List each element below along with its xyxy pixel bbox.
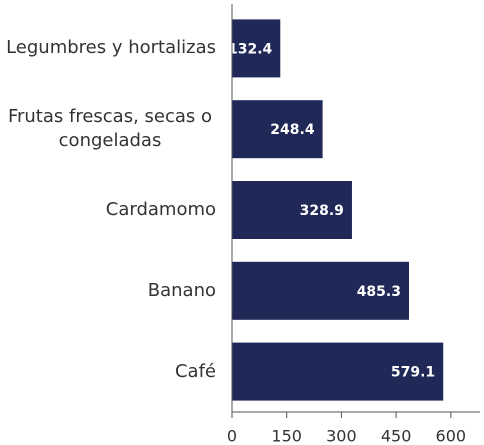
x-tick-label: 600 — [436, 427, 467, 445]
category-label-box: Legumbres y hortalizas — [4, 18, 216, 78]
x-tick-label: 450 — [381, 427, 412, 445]
category-label-box: Café — [4, 342, 216, 402]
value-label: 248.4 — [270, 122, 315, 138]
value-label: 132.4 — [228, 41, 273, 57]
bar — [232, 181, 352, 239]
bar — [232, 100, 323, 159]
value-label: 485.3 — [357, 284, 401, 300]
category-label-box: Frutas frescas, secas o congeladas — [4, 99, 216, 159]
category-label: Banano — [147, 279, 216, 301]
x-tick-label: 150 — [271, 427, 302, 445]
category-label: Cardamomo — [105, 199, 216, 220]
x-tick-label: 300 — [326, 427, 357, 445]
category-label: Frutas frescas, secas o congeladas — [7, 106, 213, 152]
category-label-box: Banano — [4, 261, 216, 321]
bar — [232, 261, 409, 320]
bar — [232, 342, 444, 401]
category-label-box: Cardamomo — [4, 180, 216, 240]
category-label: Café — [174, 360, 216, 382]
category-label: Legumbres y hortalizas — [6, 37, 216, 59]
value-label: 328.9 — [300, 203, 344, 219]
x-tick-label: 0 — [227, 427, 237, 445]
bar — [232, 19, 281, 78]
value-label: 579.1 — [391, 365, 435, 381]
